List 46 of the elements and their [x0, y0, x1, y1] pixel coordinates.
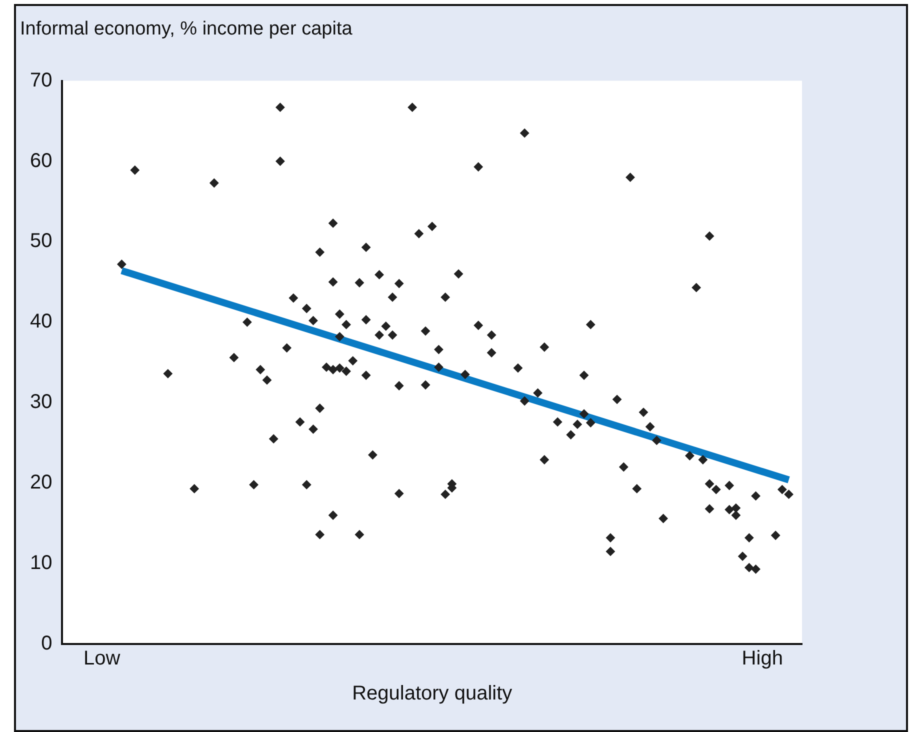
- x-axis-title: Regulatory quality: [352, 682, 512, 705]
- point: [705, 504, 714, 514]
- y-tick-label: 30: [30, 391, 52, 414]
- y-tick-label: 50: [30, 230, 52, 252]
- point: [335, 364, 344, 373]
- point: [705, 479, 714, 488]
- point: [328, 365, 338, 374]
- point: [328, 277, 338, 286]
- point: [586, 418, 596, 428]
- y-tick-label: 20: [30, 472, 52, 494]
- point: [580, 409, 589, 418]
- point: [374, 330, 384, 340]
- x-tick-label: High: [742, 648, 783, 670]
- point: [308, 424, 318, 434]
- point: [315, 248, 324, 257]
- point: [540, 455, 549, 464]
- y-tick-label: 70: [30, 69, 52, 92]
- point: [354, 530, 364, 540]
- point: [724, 505, 734, 514]
- point: [421, 380, 430, 390]
- point: [394, 489, 404, 498]
- point: [342, 366, 351, 376]
- y-tick-label: 40: [30, 310, 52, 333]
- point: [315, 404, 324, 413]
- y-axis-title: Informal economy, % income per capita: [20, 18, 353, 40]
- point: [606, 546, 615, 556]
- point: [328, 510, 338, 520]
- point: [474, 320, 483, 330]
- point: [388, 330, 397, 340]
- y-tick-label: 60: [30, 150, 52, 172]
- point: [731, 510, 740, 520]
- point: [440, 490, 450, 499]
- y-tick-label: 10: [30, 552, 52, 574]
- point: [302, 480, 312, 490]
- point: [520, 396, 530, 406]
- point: [744, 563, 754, 572]
- point: [362, 370, 371, 380]
- x-tick-label: Low: [84, 648, 121, 670]
- point: [335, 332, 344, 342]
- point: [394, 381, 404, 390]
- point: [487, 348, 496, 358]
- y-tick-label: 0: [41, 632, 52, 655]
- point: [276, 156, 285, 166]
- point: [434, 362, 444, 372]
- point: [362, 315, 371, 324]
- point: [751, 564, 760, 574]
